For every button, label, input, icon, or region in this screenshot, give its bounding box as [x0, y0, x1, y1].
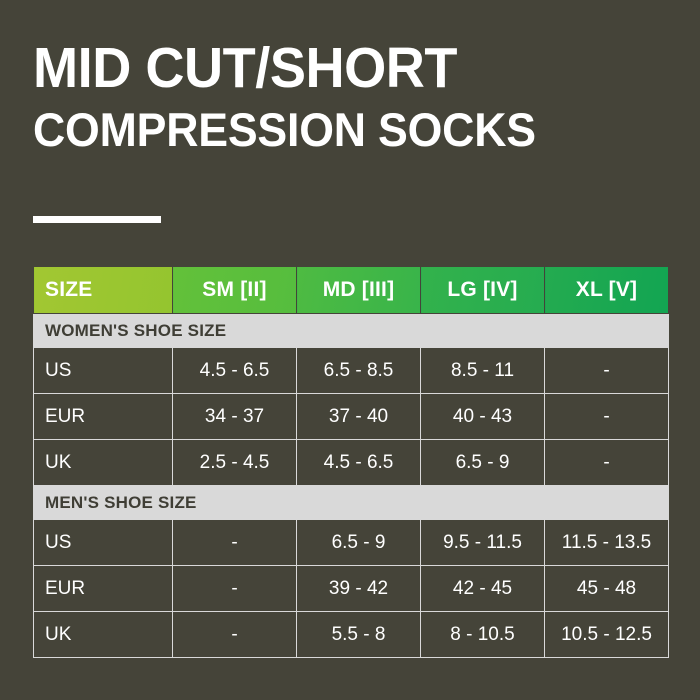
page-title-line-2: COMPRESSION SOCKS — [33, 103, 536, 156]
table-row: EUR - 39 - 42 42 - 45 45 - 48 — [33, 565, 669, 612]
cell-value: 6.5 - 9 — [296, 519, 421, 566]
header-cell-xl: XL [V] — [544, 266, 669, 314]
title-block: MID CUT/SHORT COMPRESSION SOCKS — [33, 38, 673, 156]
table-row: US 4.5 - 6.5 6.5 - 8.5 8.5 - 11 - — [33, 347, 669, 394]
row-label: EUR — [33, 393, 173, 440]
cell-value: - — [172, 565, 297, 612]
cell-value: 4.5 - 6.5 — [172, 347, 297, 394]
row-label: US — [33, 519, 173, 566]
cell-value: - — [544, 347, 669, 394]
cell-value: 6.5 - 8.5 — [296, 347, 421, 394]
cell-value: - — [172, 611, 297, 658]
row-label: UK — [33, 439, 173, 486]
table-row: EUR 34 - 37 37 - 40 40 - 43 - — [33, 393, 669, 440]
table-header-row: SIZE SM [II] MD [III] LG [IV] XL [V] — [33, 266, 669, 314]
size-chart-table: SIZE SM [II] MD [III] LG [IV] XL [V] WOM… — [33, 266, 669, 658]
row-label: EUR — [33, 565, 173, 612]
row-label: UK — [33, 611, 173, 658]
header-cell-sm: SM [II] — [172, 266, 297, 314]
cell-value: 37 - 40 — [296, 393, 421, 440]
cell-value: 39 - 42 — [296, 565, 421, 612]
section-title-womens: WOMEN'S SHOE SIZE — [33, 313, 669, 348]
cell-value: 34 - 37 — [172, 393, 297, 440]
section-header-mens: MEN'S SHOE SIZE — [33, 485, 669, 520]
cell-value: 40 - 43 — [420, 393, 545, 440]
page-title-line-1: MID CUT/SHORT — [33, 36, 457, 100]
cell-value: 11.5 - 13.5 — [544, 519, 669, 566]
cell-value: - — [544, 439, 669, 486]
cell-value: 4.5 - 6.5 — [296, 439, 421, 486]
cell-value: 45 - 48 — [544, 565, 669, 612]
cell-value: - — [172, 519, 297, 566]
cell-value: 2.5 - 4.5 — [172, 439, 297, 486]
table-row: UK - 5.5 - 8 8 - 10.5 10.5 - 12.5 — [33, 611, 669, 658]
cell-value: 5.5 - 8 — [296, 611, 421, 658]
cell-value: 9.5 - 11.5 — [420, 519, 545, 566]
cell-value: - — [544, 393, 669, 440]
cell-value: 8 - 10.5 — [420, 611, 545, 658]
row-label: US — [33, 347, 173, 394]
table-row: UK 2.5 - 4.5 4.5 - 6.5 6.5 - 9 - — [33, 439, 669, 486]
header-cell-md: MD [III] — [296, 266, 421, 314]
section-header-womens: WOMEN'S SHOE SIZE — [33, 313, 669, 348]
cell-value: 8.5 - 11 — [420, 347, 545, 394]
cell-value: 10.5 - 12.5 — [544, 611, 669, 658]
title-accent-rule — [33, 216, 161, 223]
section-title-mens: MEN'S SHOE SIZE — [33, 485, 669, 520]
header-cell-size: SIZE — [33, 266, 173, 314]
table-row: US - 6.5 - 9 9.5 - 11.5 11.5 - 13.5 — [33, 519, 669, 566]
cell-value: 6.5 - 9 — [420, 439, 545, 486]
cell-value: 42 - 45 — [420, 565, 545, 612]
header-cell-lg: LG [IV] — [420, 266, 545, 314]
